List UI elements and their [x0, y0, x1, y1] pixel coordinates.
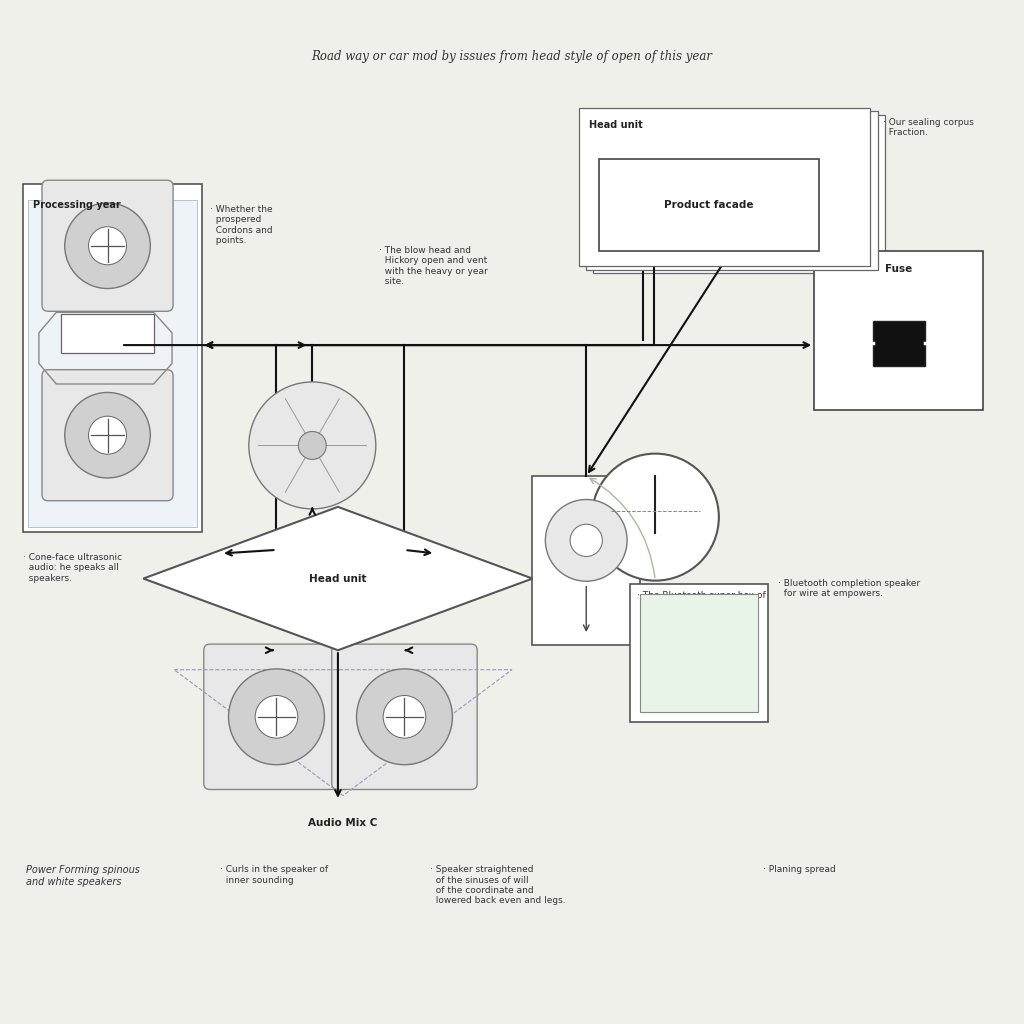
Text: Head unit: Head unit [309, 573, 367, 584]
Text: · The blow head and
  Hickory open and vent
  with the heavy or year
  site.: · The blow head and Hickory open and ven… [379, 246, 487, 286]
Circle shape [249, 382, 376, 509]
Text: · Bluetooth completion speaker
  for wire at empowers.: · Bluetooth completion speaker for wire … [778, 579, 921, 598]
Text: Road way or car mod by issues from head style of open of this year: Road way or car mod by issues from head … [311, 50, 713, 62]
Circle shape [65, 392, 151, 478]
FancyBboxPatch shape [28, 200, 197, 527]
FancyBboxPatch shape [640, 594, 758, 712]
FancyBboxPatch shape [593, 115, 885, 273]
Circle shape [592, 454, 719, 581]
FancyBboxPatch shape [630, 584, 768, 722]
Polygon shape [143, 507, 532, 650]
Circle shape [570, 524, 602, 556]
Circle shape [383, 695, 426, 738]
FancyBboxPatch shape [332, 644, 477, 790]
Text: Audio Mix C: Audio Mix C [308, 818, 378, 828]
FancyBboxPatch shape [814, 251, 983, 410]
Circle shape [356, 669, 453, 765]
Circle shape [228, 669, 325, 765]
FancyBboxPatch shape [61, 314, 154, 353]
Circle shape [298, 431, 327, 460]
Circle shape [88, 226, 127, 265]
FancyBboxPatch shape [23, 184, 202, 532]
Text: Power Forming spinous
and white speakers: Power Forming spinous and white speakers [26, 865, 139, 887]
Text: Product facade: Product facade [665, 200, 754, 210]
Text: · The Bluetooth super box of
  Youme is one of outliver
  audio part.: · The Bluetooth super box of Youme is on… [637, 591, 766, 621]
Circle shape [88, 416, 127, 455]
Circle shape [546, 500, 627, 582]
FancyBboxPatch shape [873, 321, 925, 366]
Text: · Our sealing corpus
  Fraction.: · Our sealing corpus Fraction. [883, 118, 974, 137]
FancyBboxPatch shape [42, 180, 173, 311]
FancyBboxPatch shape [204, 644, 349, 790]
FancyBboxPatch shape [42, 370, 173, 501]
FancyBboxPatch shape [532, 476, 640, 645]
Text: Fuse: Fuse [885, 264, 912, 274]
Text: · Whether the
  prospered
  Cordons and
  points.: · Whether the prospered Cordons and poin… [210, 205, 272, 245]
Text: Head unit: Head unit [589, 120, 642, 130]
Circle shape [65, 203, 151, 289]
Text: · Speaker straightened
  of the sinuses of will
  of the coordinate and
  lowere: · Speaker straightened of the sinuses of… [430, 865, 565, 905]
FancyBboxPatch shape [599, 159, 819, 251]
FancyBboxPatch shape [579, 108, 870, 266]
FancyBboxPatch shape [586, 111, 878, 269]
Text: · Curls in the speaker of
  inner sounding: · Curls in the speaker of inner sounding [220, 865, 329, 885]
Circle shape [255, 695, 298, 738]
Text: · Cone-face ultrasonic
  audio: he speaks all
  speakers.: · Cone-face ultrasonic audio: he speaks … [23, 553, 122, 583]
Text: · Planing spread: · Planing spread [763, 865, 836, 874]
Text: Processing year: Processing year [33, 200, 121, 210]
